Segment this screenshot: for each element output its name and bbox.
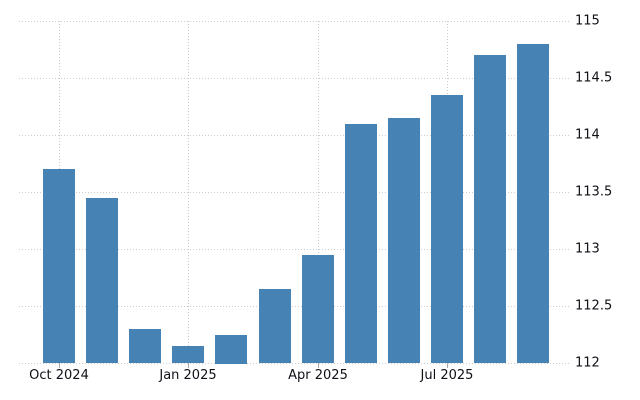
bar-nov-2024[interactable] [86, 198, 118, 363]
bar-may-2025[interactable] [345, 124, 377, 363]
bar-apr-2025[interactable] [302, 255, 334, 363]
bar-sep-2025[interactable] [517, 44, 549, 363]
x-axis-label: Jan 2025 [159, 368, 217, 383]
gridline-horizontal [19, 249, 570, 250]
bar-jul-2025[interactable] [431, 95, 463, 363]
y-axis-label: 113 [575, 241, 600, 257]
bar-aug-2025[interactable] [474, 55, 506, 363]
x-axis-tick [318, 363, 319, 368]
x-axis-label: Oct 2024 [29, 368, 89, 383]
gridline-vertical [188, 21, 189, 363]
gridline-horizontal [19, 192, 570, 193]
x-axis-tick [188, 363, 189, 368]
x-axis-tick [59, 363, 60, 368]
bar-feb-2025[interactable] [215, 335, 247, 364]
bar-oct-2024[interactable] [43, 169, 75, 363]
gridline-horizontal [19, 78, 570, 79]
gridline-horizontal [19, 21, 570, 22]
y-axis-label: 113.5 [575, 184, 613, 200]
gridline-horizontal [19, 363, 570, 364]
y-axis-label: 114 [575, 127, 600, 143]
y-axis-label: 112 [575, 355, 600, 371]
x-axis-label: Jul 2025 [420, 368, 474, 383]
y-axis-label: 112.5 [575, 298, 613, 314]
x-axis-tick [447, 363, 448, 368]
gridline-vertical [318, 21, 319, 363]
y-axis-label: 114.5 [575, 70, 613, 86]
gridline-horizontal [19, 135, 570, 136]
bar-dec-2024[interactable] [129, 329, 161, 363]
x-axis-label: Apr 2025 [288, 368, 348, 383]
bar-mar-2025[interactable] [259, 289, 291, 363]
bar-jun-2025[interactable] [388, 118, 420, 363]
bar-jan-2025[interactable] [172, 346, 204, 363]
gridline-horizontal [19, 306, 570, 307]
y-axis-label: 115 [575, 13, 600, 29]
